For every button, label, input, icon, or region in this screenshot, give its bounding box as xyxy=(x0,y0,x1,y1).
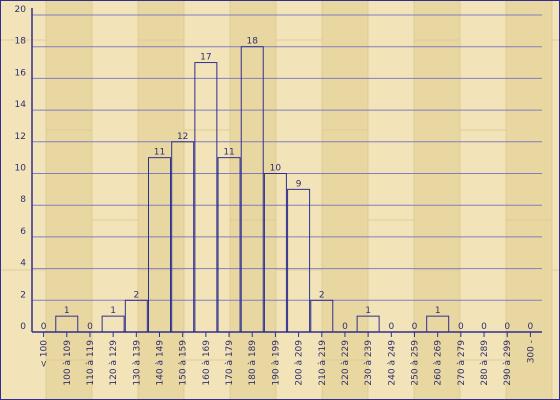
data-label: 11 xyxy=(154,148,165,158)
x-tick-label: 110 à 119 xyxy=(86,340,96,386)
x-tick-label: 250 à 259 xyxy=(411,340,421,386)
y-tick-label: 16 xyxy=(15,68,27,78)
data-label: 0 xyxy=(388,322,394,332)
data-label: 1 xyxy=(64,306,70,316)
x-tick-label: 270 à 279 xyxy=(457,340,467,386)
data-label: 9 xyxy=(296,179,302,189)
wood-plank xyxy=(276,0,322,400)
wood-plank xyxy=(230,0,276,400)
data-label: 12 xyxy=(177,132,188,142)
x-tick-label: 190 à 199 xyxy=(271,340,281,386)
x-tick-label: 240 à 249 xyxy=(387,340,397,386)
data-label: 1 xyxy=(365,306,371,316)
data-label: 2 xyxy=(133,290,139,300)
wood-plank xyxy=(184,0,230,400)
y-tick-label: 12 xyxy=(15,132,26,142)
data-label: 11 xyxy=(223,148,234,158)
y-tick-label: 0 xyxy=(20,322,26,332)
x-tick-label: 120 à 129 xyxy=(109,340,119,386)
data-label: 0 xyxy=(504,322,510,332)
x-tick-label: 300 - xyxy=(526,340,536,363)
data-label: 17 xyxy=(200,53,211,63)
wood-plank xyxy=(506,0,552,400)
wood-plank xyxy=(46,0,92,400)
x-tick-label: 150 à 159 xyxy=(179,340,189,386)
x-tick-label: 260 à 269 xyxy=(434,340,444,386)
wood-plank xyxy=(322,0,368,400)
wood-plank xyxy=(460,0,506,400)
wood-plank xyxy=(0,0,46,400)
data-label: 1 xyxy=(435,306,441,316)
wood-plank xyxy=(92,0,138,400)
wood-plank xyxy=(368,0,414,400)
y-tick-label: 2 xyxy=(20,290,26,300)
x-tick-label: 280 à 289 xyxy=(480,340,490,386)
data-label: 0 xyxy=(342,322,348,332)
x-tick-label: 210 à 219 xyxy=(318,340,328,386)
data-label: 0 xyxy=(87,322,93,332)
y-tick-label: 8 xyxy=(20,195,26,205)
data-label: 0 xyxy=(412,322,418,332)
data-label: 18 xyxy=(247,37,259,47)
x-tick-label: 170 à 179 xyxy=(225,340,235,386)
y-tick-label: 18 xyxy=(15,37,27,47)
x-tick-label: 200 à 209 xyxy=(295,340,305,386)
x-tick-label: 230 à 239 xyxy=(364,340,374,386)
wood-plank xyxy=(414,0,460,400)
x-tick-label: 140 à 149 xyxy=(156,340,166,386)
y-tick-label: 6 xyxy=(20,227,26,237)
data-label: 0 xyxy=(528,322,534,332)
x-tick-label: 130 à 139 xyxy=(132,340,142,386)
data-label: 0 xyxy=(41,322,47,332)
y-tick-label: 4 xyxy=(20,259,26,269)
data-label: 2 xyxy=(319,290,325,300)
x-tick-label: < 100 xyxy=(40,340,50,368)
data-label: 0 xyxy=(458,322,464,332)
data-label: 1 xyxy=(110,306,116,316)
x-tick-label: 100 à 109 xyxy=(63,340,73,386)
y-tick-label: 14 xyxy=(15,100,27,110)
data-label: 10 xyxy=(270,164,282,174)
data-label: 0 xyxy=(481,322,487,332)
x-tick-label: 290 à 299 xyxy=(503,340,513,386)
wood-plank xyxy=(138,0,184,400)
x-tick-label: 220 à 229 xyxy=(341,340,351,386)
wood-plank xyxy=(552,0,560,400)
x-tick-label: 180 à 189 xyxy=(248,340,258,386)
x-tick-label: 160 à 169 xyxy=(202,340,212,386)
y-tick-label: 20 xyxy=(15,5,27,15)
y-tick-label: 10 xyxy=(15,164,27,174)
